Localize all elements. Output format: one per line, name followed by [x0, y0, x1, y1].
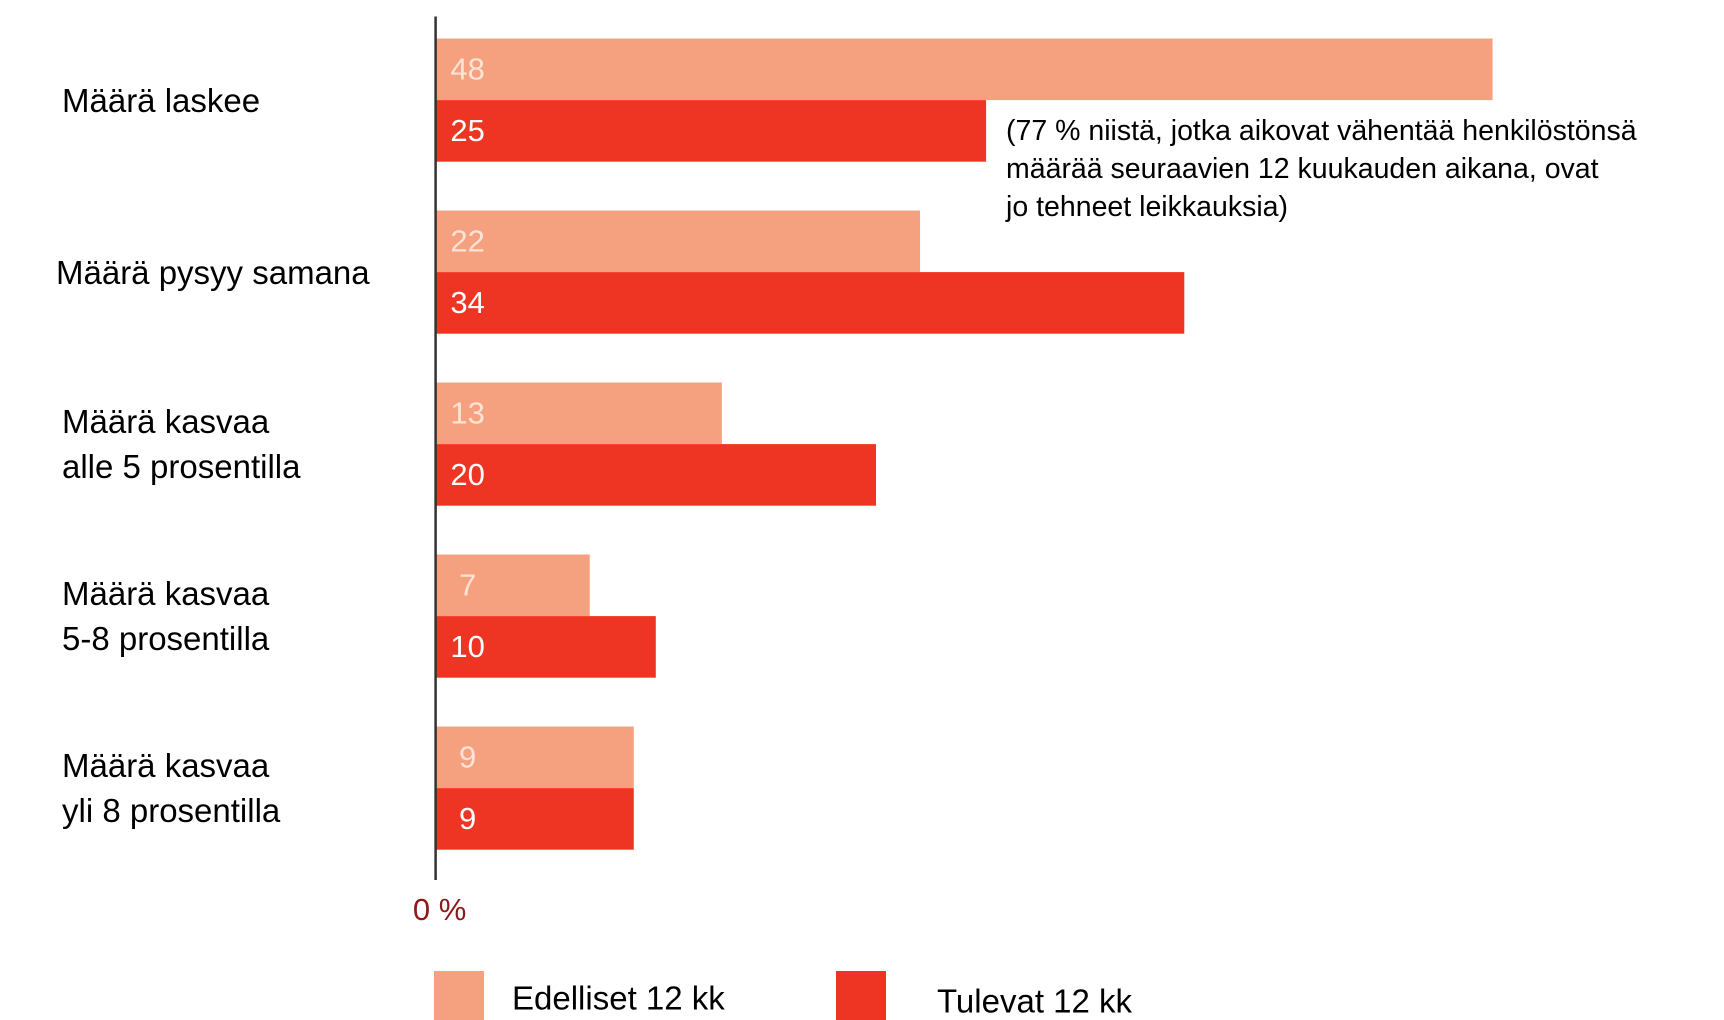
value-label: 34	[450, 285, 484, 320]
annotation: (77 % niistä, jotka aikovat vähentää hen…	[1006, 115, 1637, 223]
value-label: 22	[450, 223, 484, 258]
bar	[435, 272, 1185, 334]
category-label: Määrä laskee	[62, 81, 261, 119]
value-label: 48	[450, 51, 484, 86]
value-label: 20	[450, 457, 484, 492]
bar	[435, 38, 1493, 101]
value-label: 9	[459, 801, 476, 836]
bar	[435, 382, 722, 445]
category-label: Määrä kasvaa alle 5 prosentilla	[62, 403, 301, 486]
value-label: 10	[450, 629, 484, 664]
value-label: 25	[450, 113, 484, 148]
category-label: Määrä kasvaa yli 8 prosentilla	[62, 747, 281, 830]
value-label: 13	[450, 395, 484, 430]
legend-label: Edelliset 12 kk	[512, 980, 725, 1017]
legend-swatch	[434, 971, 484, 1020]
value-label: 7	[459, 567, 476, 602]
value-label: 9	[459, 739, 476, 774]
bar	[435, 444, 876, 506]
x-tick-label: 0 %	[413, 892, 466, 927]
category-label: Määrä pysyy samana	[56, 253, 370, 291]
bar	[435, 726, 634, 789]
bar	[435, 100, 987, 162]
legend-swatch	[836, 971, 886, 1020]
legend-label: Tulevat 12 kk	[937, 983, 1133, 1020]
bar	[435, 210, 921, 273]
bar	[435, 788, 634, 850]
bar	[435, 616, 656, 678]
bar	[435, 554, 590, 617]
category-label: Määrä kasvaa 5-8 prosentilla	[62, 575, 270, 658]
